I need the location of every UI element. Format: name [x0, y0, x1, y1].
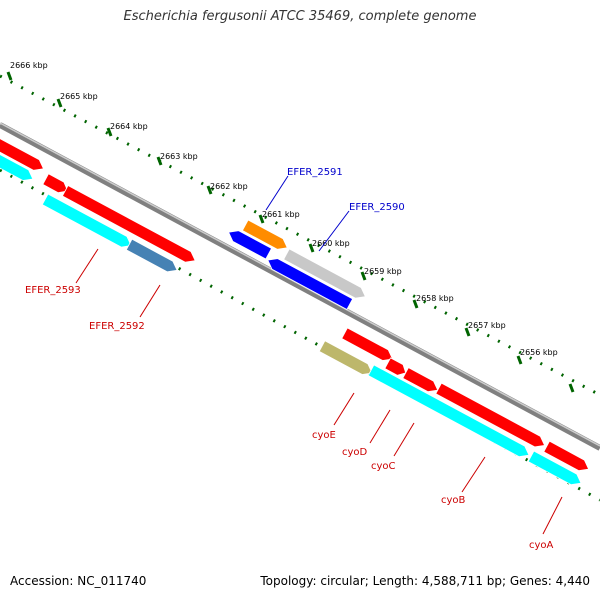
gene-label-efer-2593: EFER_2593: [25, 285, 81, 296]
tick-label-2656: 2656 kbp: [520, 348, 558, 357]
leader-efer-2593: [75, 248, 99, 284]
tick-label-2663: 2663 kbp: [160, 152, 198, 161]
leader-lines: [75, 175, 563, 535]
leader-cyob: [461, 456, 486, 493]
leader-cyoc: [393, 422, 415, 457]
major-tick: [412, 299, 419, 309]
cds-arrow: [241, 219, 288, 250]
cds-features: [0, 138, 590, 486]
leader-cyoe: [333, 392, 355, 426]
gene-labels: EFER_2591 EFER_2590 EFER_2593 EFER_2592 …: [25, 167, 554, 551]
genome-backbone: [0, 122, 600, 451]
tick-label-2664: 2664 kbp: [110, 122, 148, 131]
major-tick: [360, 271, 367, 281]
cds-arrow: [402, 367, 439, 393]
leader-efer-2590: [318, 210, 350, 252]
topology-text: Topology: circular; Length: 4,588,711 bp…: [260, 574, 590, 588]
leader-cyoa: [542, 496, 563, 535]
tick-label-2659: 2659 kbp: [364, 267, 402, 276]
gene-label-cyob: cyoB: [441, 495, 466, 506]
gene-label-efer-2591: EFER_2591: [287, 167, 343, 178]
gene-label-cyod: cyoD: [342, 447, 368, 458]
major-tick: [464, 327, 471, 337]
major-tick: [568, 383, 575, 393]
cds-arrow: [435, 382, 546, 448]
cds-arrow: [0, 138, 45, 171]
map-title: Escherichia fergusonii ATCC 35469, compl…: [123, 9, 477, 24]
major-tick: [516, 355, 523, 365]
outer-tick-ring: [0, 74, 600, 397]
major-tick: [106, 127, 113, 137]
tick-label-2666: 2666 kbp: [10, 61, 48, 70]
gene-label-cyoe: cyoE: [312, 430, 336, 441]
cds-arrow: [543, 440, 590, 472]
cds-arrow: [0, 154, 34, 181]
gene-label-efer-2592: EFER_2592: [89, 321, 145, 332]
tick-label-2660: 2660 kbp: [312, 239, 350, 248]
major-tick: [206, 185, 213, 195]
accession-text: Accession: NC_011740: [10, 574, 147, 588]
tick-label-2658: 2658 kbp: [416, 294, 454, 303]
major-tick: [156, 156, 163, 166]
major-ticks: [6, 71, 575, 393]
tick-label-2665: 2665 kbp: [60, 92, 98, 101]
tick-labels: 2666 kbp 2665 kbp 2664 kbp 2663 kbp 2662…: [10, 61, 558, 357]
major-tick: [258, 214, 265, 224]
leader-efer-2592: [139, 284, 161, 318]
major-tick: [56, 98, 63, 108]
cds-arrow: [125, 238, 178, 273]
cds-arrow: [283, 248, 366, 299]
cds-arrow: [61, 184, 196, 263]
leader-efer-2591: [265, 175, 289, 211]
cds-arrow: [41, 193, 132, 248]
cds-arrow: [367, 364, 530, 458]
tick-label-2657: 2657 kbp: [468, 321, 506, 330]
gene-label-cyoa: cyoA: [529, 540, 554, 551]
leader-cyod: [369, 409, 391, 444]
cds-arrow: [527, 450, 582, 486]
gene-label-cyoc: cyoC: [371, 461, 396, 472]
major-tick: [6, 71, 13, 81]
major-tick: [308, 243, 315, 253]
cds-arrow: [341, 327, 394, 361]
gene-label-efer-2590: EFER_2590: [349, 202, 405, 213]
cds-arrow: [228, 230, 273, 260]
cds-arrow: [384, 357, 407, 376]
cds-arrow: [42, 173, 69, 194]
tick-label-2662: 2662 kbp: [210, 182, 248, 191]
cds-arrow: [267, 258, 354, 311]
cds-arrow: [318, 340, 373, 375]
tick-label-2661: 2661 kbp: [262, 210, 300, 219]
